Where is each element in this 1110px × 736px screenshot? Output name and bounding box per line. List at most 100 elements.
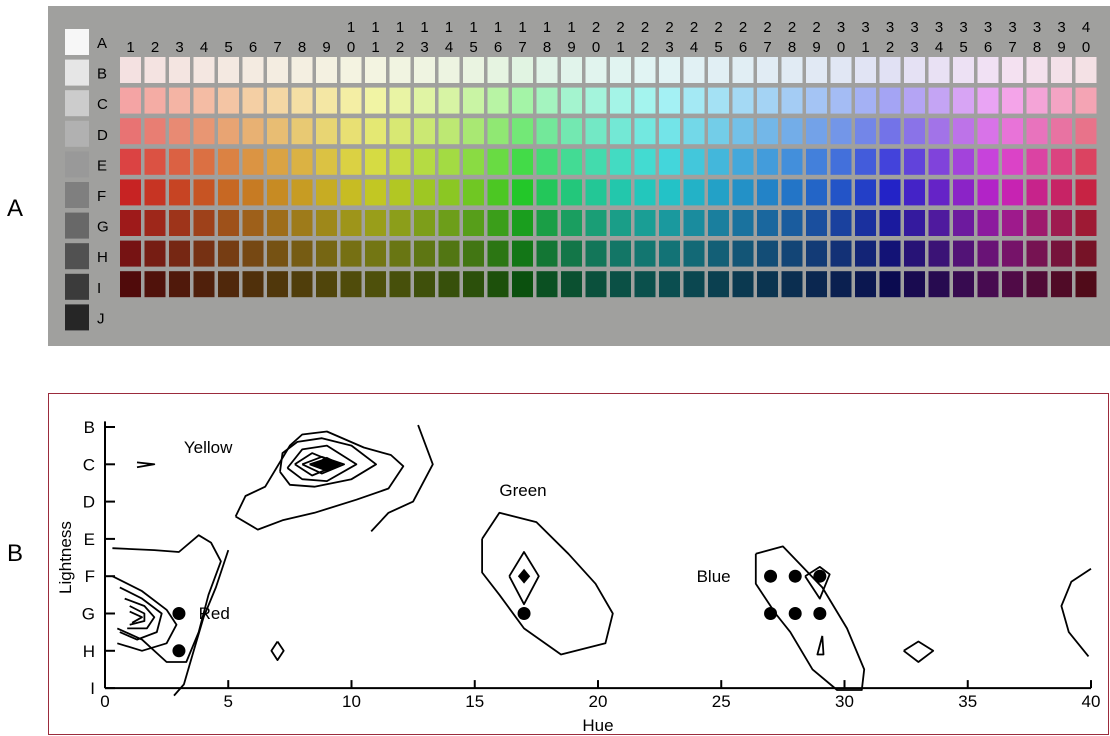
color-chip-D10: [340, 118, 362, 145]
color-chip-C37: [1002, 87, 1023, 114]
achromatic-swatch-E: [65, 151, 89, 178]
color-chip-F5: [218, 179, 239, 206]
color-chip-E36: [977, 148, 999, 175]
color-chip-H9: [316, 240, 337, 267]
color-chip-C14: [438, 87, 460, 114]
color-chip-D39: [1051, 118, 1072, 145]
column-label-10: 1: [347, 19, 355, 36]
color-chip-B23: [659, 57, 680, 83]
color-chip-B32: [879, 57, 901, 83]
color-chip-F8: [291, 179, 313, 206]
data-point: [172, 644, 186, 658]
x-tick-label: 30: [835, 692, 854, 711]
color-chip-H1: [120, 240, 141, 267]
contour-line: [804, 566, 831, 600]
color-chip-F18: [536, 179, 558, 206]
color-chip-H18: [536, 240, 558, 267]
column-label-19: 9: [567, 39, 575, 56]
color-chip-B28: [781, 57, 803, 83]
color-chip-D23: [659, 118, 680, 145]
color-chip-G11: [365, 210, 386, 236]
column-label-22: 2: [641, 39, 649, 56]
x-tick-label: 10: [342, 692, 361, 711]
x-tick-label: 5: [224, 692, 233, 711]
color-chip-E6: [242, 148, 264, 175]
achromatic-swatch-F: [65, 182, 89, 208]
column-label-16: 1: [494, 19, 502, 36]
color-chip-F1: [120, 179, 141, 206]
color-chip-E12: [389, 148, 411, 175]
color-chip-G10: [340, 210, 362, 236]
column-label-24: 4: [690, 39, 698, 56]
color-chip-C11: [365, 87, 386, 114]
column-label-33: 3: [910, 19, 918, 36]
color-chip-D30: [830, 118, 852, 145]
color-chip-H16: [487, 240, 509, 267]
color-chip-F40: [1075, 179, 1097, 206]
color-chip-D40: [1075, 118, 1097, 145]
color-chip-E15: [463, 148, 484, 175]
color-chip-C5: [218, 87, 239, 114]
data-point: [764, 607, 778, 620]
color-chip-H37: [1002, 240, 1023, 267]
color-chip-H20: [585, 240, 607, 267]
color-chip-I15: [463, 271, 484, 298]
color-chip-B25: [708, 57, 729, 83]
color-chip-H35: [953, 240, 974, 267]
color-chip-C30: [830, 87, 852, 114]
color-chip-H28: [781, 240, 803, 267]
color-chip-C18: [536, 87, 558, 114]
color-chip-H7: [267, 240, 288, 267]
color-chip-E37: [1002, 148, 1023, 175]
color-chip-H22: [634, 240, 656, 267]
color-chip-I8: [291, 271, 313, 298]
column-label-28: 8: [788, 39, 796, 56]
color-chip-C2: [144, 87, 166, 114]
color-chip-E27: [757, 148, 778, 175]
color-chip-H31: [855, 240, 876, 267]
column-label-16: 6: [494, 39, 502, 56]
color-chip-B27: [757, 57, 778, 83]
color-chip-I26: [732, 271, 754, 298]
column-label-24: 2: [690, 19, 698, 36]
column-label-12: 2: [396, 39, 404, 56]
color-chip-G38: [1026, 210, 1048, 236]
color-chip-C31: [855, 87, 876, 114]
color-chip-G31: [855, 210, 876, 236]
row-label-G: G: [97, 219, 109, 236]
color-chip-C10: [340, 87, 362, 114]
contour-line: [1060, 567, 1092, 657]
color-chip-F16: [487, 179, 509, 206]
color-chip-D19: [561, 118, 582, 145]
color-chip-I14: [438, 271, 460, 298]
color-chip-H39: [1051, 240, 1072, 267]
color-chip-D18: [536, 118, 558, 145]
color-chip-I31: [855, 271, 876, 298]
color-chip-B34: [928, 57, 950, 83]
color-chip-I34: [928, 271, 950, 298]
color-chip-F9: [316, 179, 337, 206]
color-chip-B37: [1002, 57, 1023, 83]
contour-plot-panel: 0 5 10 15 20 25 30 35 40 B C D E F G H I Hue Lightness Yell…: [48, 393, 1109, 735]
color-chip-E33: [904, 148, 925, 175]
column-label-26: 6: [739, 39, 747, 56]
color-chip-B13: [414, 57, 435, 83]
column-label-1: 1: [126, 39, 134, 56]
color-chip-D1: [120, 118, 141, 145]
x-axis-label: Hue: [582, 716, 613, 735]
color-chip-G14: [438, 210, 460, 236]
x-tick-label: 20: [589, 692, 608, 711]
color-chip-C29: [806, 87, 827, 114]
color-chip-F37: [1002, 179, 1023, 206]
color-chip-F35: [953, 179, 974, 206]
color-chip-B9: [316, 57, 337, 83]
color-chip-H38: [1026, 240, 1048, 267]
color-chip-E25: [708, 148, 729, 175]
color-chip-B14: [438, 57, 460, 83]
row-label-I: I: [97, 280, 101, 297]
color-chip-G27: [757, 210, 778, 236]
color-chip-E19: [561, 148, 582, 175]
color-chip-F26: [732, 179, 754, 206]
color-chip-E29: [806, 148, 827, 175]
